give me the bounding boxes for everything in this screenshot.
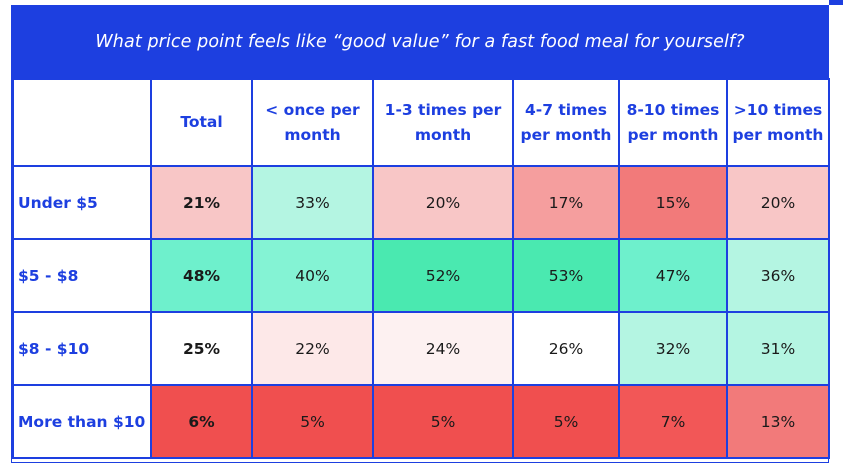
data-cell: 7% <box>618 384 728 459</box>
data-cell: 40% <box>251 238 374 313</box>
data-cell: 13% <box>726 384 830 459</box>
row-label: Under $5 <box>12 165 152 240</box>
data-table: Total < once per month 1-3 times per mon… <box>12 78 830 459</box>
data-cell: 31% <box>726 311 830 386</box>
data-cell: 24% <box>372 311 514 386</box>
table-frame: What price point feels like “good value”… <box>11 5 830 463</box>
table-row: Under $5 21% 33% 20% 17% 15% 20% <box>12 165 830 240</box>
title-bar: What price point feels like “good value”… <box>12 6 828 78</box>
table-row: More than $10 6% 5% 5% 5% 7% 13% <box>12 384 830 459</box>
data-cell: 15% <box>618 165 728 240</box>
data-cell: 48% <box>150 238 253 313</box>
corner-cell <box>12 78 152 167</box>
data-cell: 17% <box>512 165 620 240</box>
table-title: What price point feels like “good value”… <box>95 32 745 52</box>
data-cell: 53% <box>512 238 620 313</box>
table-row: $8 - $10 25% 22% 24% 26% 32% 31% <box>12 311 830 386</box>
row-label: $8 - $10 <box>12 311 152 386</box>
data-cell: 5% <box>372 384 514 459</box>
column-header: < once per month <box>251 78 374 167</box>
column-header: >10 times per month <box>726 78 830 167</box>
data-cell: 25% <box>150 311 253 386</box>
data-cell: 5% <box>251 384 374 459</box>
column-header: Total <box>150 78 253 167</box>
data-cell: 32% <box>618 311 728 386</box>
data-cell: 52% <box>372 238 514 313</box>
row-label: $5 - $8 <box>12 238 152 313</box>
data-cell: 36% <box>726 238 830 313</box>
row-label: More than $10 <box>12 384 152 459</box>
data-cell: 21% <box>150 165 253 240</box>
data-cell: 26% <box>512 311 620 386</box>
data-cell: 33% <box>251 165 374 240</box>
column-header: 1-3 times per month <box>372 78 514 167</box>
corner-edge-decoration <box>829 0 843 5</box>
column-header: 4-7 times per month <box>512 78 620 167</box>
data-cell: 5% <box>512 384 620 459</box>
data-cell: 6% <box>150 384 253 459</box>
header-row: Total < once per month 1-3 times per mon… <box>12 78 830 167</box>
data-cell: 20% <box>372 165 514 240</box>
data-cell: 20% <box>726 165 830 240</box>
column-header: 8-10 times per month <box>618 78 728 167</box>
data-cell: 22% <box>251 311 374 386</box>
data-cell: 47% <box>618 238 728 313</box>
table-row: $5 - $8 48% 40% 52% 53% 47% 36% <box>12 238 830 313</box>
